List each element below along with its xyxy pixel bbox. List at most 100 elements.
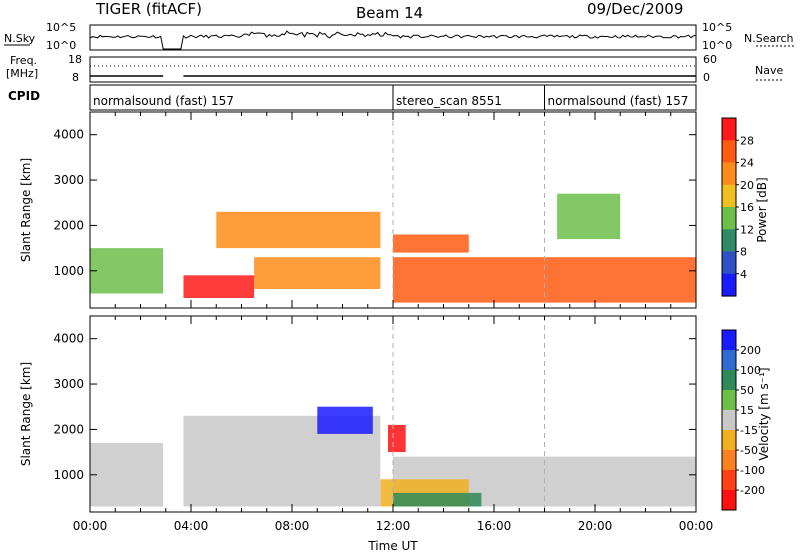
- velocity-ylabel: Slant Range [km]: [19, 362, 33, 466]
- power-echo-cells: [90, 112, 696, 308]
- colorbar-swatch: [722, 490, 736, 511]
- freq-strip: Freq. [MHz] 18 8 60 0 Nave: [6, 53, 783, 84]
- cpid-segments: normalsound (fast) 157 stereo_scan 8551 no…: [93, 85, 688, 110]
- nsky-strip: N.Sky 10^5 10^0 10^5 10^0 N.Search: [4, 21, 796, 52]
- colorbar-swatch: [722, 184, 736, 208]
- colorbar-tick-label: 50: [740, 384, 754, 397]
- colorbar-tick-label: 28: [740, 134, 754, 147]
- echo-region: [393, 234, 469, 253]
- data-gap: [163, 112, 184, 308]
- nsky-line: [89, 30, 697, 50]
- x-tick-label: 00:00: [679, 519, 714, 533]
- velocity-panel: 1000 2000 3000 4000 00:00 04:00 08:00 12:00 16:0…: [19, 315, 771, 553]
- nsky-tick-low: 10^0: [46, 39, 76, 52]
- x-tick-label: 20:00: [578, 519, 613, 533]
- colorbar-swatch: [722, 229, 736, 253]
- echo-region: [254, 257, 381, 289]
- y-tick-label: 3000: [53, 377, 84, 391]
- colorbar-tick-label: -15: [740, 424, 758, 437]
- colorbar-tick-label: 100: [740, 364, 761, 377]
- y-tick-label: 1000: [53, 468, 84, 482]
- nsearch-tick-high: 10^5: [702, 21, 732, 34]
- station-title: TIGER (fitACF): [95, 0, 202, 18]
- velocity-colorbar-label: Velocity [m s⁻¹]: [757, 367, 771, 460]
- colorbar-swatch: [722, 273, 736, 297]
- freq-label-2: [MHz]: [6, 67, 38, 80]
- y-tick-label: 4000: [53, 332, 84, 346]
- colorbar-tick-label: 15: [740, 404, 754, 417]
- colorbar-tick-label: -50: [740, 444, 758, 457]
- colorbar-tick-label: -200: [740, 484, 765, 497]
- cpid-segment-label: stereo_scan 8551: [396, 94, 502, 108]
- nsky-label: N.Sky: [4, 32, 36, 45]
- colorbar-swatch: [722, 251, 736, 275]
- colorbar-swatch: [722, 430, 736, 451]
- nave-label: Nave: [755, 64, 783, 77]
- nsky-trace: [89, 30, 697, 50]
- colorbar-swatch: [722, 207, 736, 230]
- colorbar-swatch: [722, 162, 736, 186]
- colorbar-swatch: [722, 410, 736, 431]
- cpid-strip: CPID normalsound (fast) 157 stereo_scan 8…: [8, 84, 697, 111]
- nave-tick-low: 0: [703, 71, 710, 84]
- velocity-colorbar: 200 100 50 15 -15 -50 -100 -200: [721, 329, 765, 511]
- y-tick-label: 2000: [53, 422, 84, 436]
- freq-tick-low: 8: [72, 71, 79, 84]
- nsearch-tick-low: 10^0: [702, 39, 732, 52]
- y-tick-label: 2000: [53, 218, 84, 232]
- power-panel: 1000 2000 3000 4000 Slant Range [km] 4 8 12 16…: [19, 111, 769, 309]
- power-colorbar: 4 8 12 16 20 24 28: [721, 117, 754, 297]
- colorbar-tick-label: 16: [740, 201, 754, 214]
- echo-region: [90, 248, 164, 294]
- echo-region: [557, 193, 621, 240]
- power-axes: 1000 2000 3000 4000: [53, 112, 697, 308]
- cpid-label: CPID: [8, 89, 40, 103]
- colorbar-swatch: [722, 470, 736, 491]
- time-xlabel: Time UT: [367, 539, 418, 553]
- velocity-axes: 1000 2000 3000 4000 00:00 04:00 08:00 12:00 16:0…: [53, 316, 713, 533]
- echo-region: [90, 443, 164, 507]
- echo-region: [393, 492, 482, 507]
- x-tick-label: 12:00: [376, 519, 411, 533]
- cpid-segment-label: normalsound (fast) 157: [93, 94, 234, 108]
- x-tick-label: 16:00: [477, 519, 512, 533]
- y-tick-label: 4000: [53, 128, 84, 142]
- colorbar-tick-label: -100: [740, 464, 765, 477]
- velocity-echo-cells: [90, 316, 696, 512]
- colorbar-tick-label: 24: [740, 157, 754, 170]
- colorbar-swatch: [722, 330, 736, 351]
- nsky-tick-high: 10^5: [46, 21, 76, 34]
- colorbar-swatch: [722, 118, 736, 141]
- colorbar-swatch: [722, 140, 736, 164]
- nsearch-label: N.Search: [744, 32, 794, 45]
- echo-region: [317, 406, 373, 434]
- colorbar-tick-label: 20: [740, 179, 754, 192]
- x-tick-label: 08:00: [275, 519, 310, 533]
- colorbar-swatch: [722, 350, 736, 371]
- power-colorbar-label: Power [dB]: [755, 177, 769, 242]
- x-tick-label: 00:00: [73, 519, 108, 533]
- colorbar-swatch: [722, 390, 736, 411]
- colorbar-tick-label: 12: [740, 223, 754, 236]
- x-tick-label: 04:00: [174, 519, 209, 533]
- date-label: 09/Dec/2009: [587, 0, 683, 18]
- freq-tick-high: 18: [68, 53, 82, 66]
- y-tick-label: 3000: [53, 173, 84, 187]
- colorbar-tick-label: 4: [740, 268, 747, 281]
- colorbar-swatch: [722, 450, 736, 471]
- echo-region: [388, 424, 406, 453]
- beam-label: Beam 14: [356, 4, 423, 22]
- freq-trace: [90, 65, 696, 77]
- freq-label-1: Freq.: [10, 54, 37, 67]
- echo-region: [183, 275, 255, 298]
- y-tick-label: 1000: [53, 264, 84, 278]
- colorbar-tick-label: 200: [740, 344, 761, 357]
- colorbar-swatch: [722, 370, 736, 391]
- colorbar-tick-label: 8: [740, 246, 747, 259]
- echo-region: [216, 211, 381, 249]
- data-gap: [163, 316, 184, 512]
- power-ylabel: Slant Range [km]: [19, 158, 33, 262]
- nave-tick-high: 60: [703, 53, 717, 66]
- cpid-segment-label: normalsound (fast) 157: [548, 94, 689, 108]
